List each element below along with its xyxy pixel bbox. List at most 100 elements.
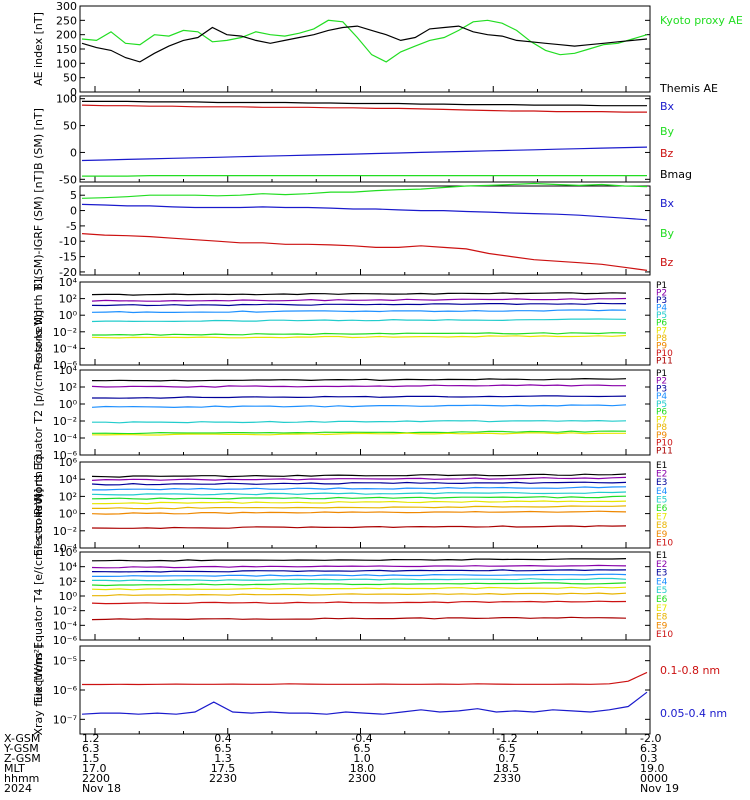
panel-e_north: 10⁶ 10⁴ 10² 10⁰ 10⁻² 10⁻⁴ Electrons North T3 E1… (32, 454, 673, 556)
orbit-row-label: 2024 (4, 782, 32, 795)
y-tick-label: 10⁻⁶ (53, 359, 78, 372)
y-tick-label: 10⁴ (59, 276, 78, 289)
series-P1 (91, 377, 627, 382)
legend-E9: E9 (656, 530, 668, 540)
y-tick-label: 250 (56, 14, 77, 27)
legend-E5: E5 (656, 495, 667, 505)
y-tick-label: 10⁶ (59, 456, 78, 469)
orbit-value: 2200 (82, 772, 110, 785)
y-tick-label: 10⁴ (59, 561, 78, 574)
orbit-value: 2330 (493, 772, 521, 785)
legend-E4: E4 (656, 577, 668, 587)
orbit-value: 0.4 (214, 732, 232, 745)
y-tick-label: 10⁻⁴ (53, 619, 78, 632)
panel-frame (79, 369, 651, 456)
panel-frame (79, 185, 651, 276)
panel-bsm: -50 0 50 100 B (SM) [nT] Bx By Bz Bmag (32, 93, 692, 187)
orbit-value: 1.2 (82, 732, 100, 745)
series-E5 (92, 577, 627, 582)
y-tick-label: 10⁻⁶ (53, 449, 78, 462)
series-E7 (91, 586, 627, 591)
panel-frame (79, 645, 651, 735)
series-Kyoto proxy AE (81, 19, 648, 63)
orbit-value: 6.3 (640, 742, 658, 755)
y-tick-label: 10⁻⁶ (53, 634, 78, 647)
y-tick-label: 10⁰ (59, 309, 78, 322)
legend-Bz: Bz (660, 147, 674, 160)
y-tick-label: 150 (56, 43, 77, 56)
series-P4 (91, 404, 627, 409)
y-axis-label: B (SM)-IGRF (SM) [nT] (32, 170, 45, 290)
legend-E1: E1 (656, 551, 667, 561)
y-tick-label: 10⁴ (59, 473, 78, 486)
orbit-value: 6.5 (353, 742, 371, 755)
orbit-value: 2230 (209, 772, 237, 785)
series-Themis AE (81, 25, 648, 63)
series-E2 (91, 476, 627, 481)
legend-E7: E7 (656, 513, 667, 523)
series-Bz (81, 104, 647, 113)
legend-P10: P10 (656, 349, 673, 359)
legend-Bx: Bx (660, 100, 675, 113)
legend-E2: E2 (656, 560, 667, 570)
legend-E2: E2 (656, 470, 667, 480)
legend-P6: P6 (656, 319, 667, 329)
series-E9 (91, 510, 627, 515)
y-tick-label: 10² (59, 575, 77, 588)
orbit-value: 2300 (348, 772, 376, 785)
series-E6 (91, 582, 627, 587)
panel-p_eq: 10⁴ 10² 10⁰ 10⁻² 10⁻⁴ 10⁻⁶ Protons Equator T2 … (32, 310, 673, 515)
series-E6 (91, 495, 627, 500)
y-tick-label: -5 (66, 220, 77, 233)
orbit-value: -2.0 (640, 732, 661, 745)
y-tick-label: 200 (56, 29, 77, 42)
orbit-value: 6.5 (214, 742, 232, 755)
y-tick-label: -50 (59, 173, 77, 186)
y-tick-label: 100 (56, 57, 77, 70)
series-Bx (81, 146, 648, 162)
orbit-value: 6.5 (498, 742, 516, 755)
orbit-value: 1.5 (82, 752, 100, 765)
legend-Bmag: Bmag (660, 168, 692, 181)
y-tick-label: 0 (70, 146, 77, 159)
y-tick-label: 10⁻² (53, 605, 77, 618)
series-E7 (91, 500, 627, 505)
legend-P8: P8 (656, 423, 667, 433)
legend-E10: E10 (656, 538, 673, 548)
y-axis-label: B (SM) [nT] (32, 108, 45, 170)
y-tick-label: 10⁻⁷ (53, 713, 77, 726)
series-P3 (91, 302, 627, 307)
legend-By: By (660, 227, 675, 240)
orbit-value: 1.3 (214, 752, 232, 765)
series-P5 (92, 419, 627, 424)
orbit-row-label: MLT (4, 762, 25, 775)
legend-E5: E5 (656, 586, 667, 596)
orbit-table: X-GSMY-GSMZ-GSMMLThhmm20241.26.31.517.02… (3, 732, 679, 795)
series-By (82, 175, 647, 177)
series-E4 (92, 486, 627, 491)
y-axis-label: AE index [nT] (32, 12, 45, 86)
y-tick-label: 300 (56, 0, 77, 13)
legend-E3: E3 (656, 478, 667, 488)
series-0.1-0.8 nm (82, 671, 648, 686)
series-E10 (91, 525, 627, 530)
series-P7 (91, 432, 626, 436)
series-P6 (91, 430, 627, 435)
orbit-value: 0.7 (498, 752, 516, 765)
y-tick-label: 50 (63, 72, 77, 85)
y-tick-label: 100 (56, 93, 77, 106)
legend-P11: P11 (656, 356, 673, 366)
series-P2 (91, 297, 627, 302)
y-axis-label: Electrons Equator T4 [e/(cm²-s-sr-keV)] (32, 489, 45, 704)
series-E3 (91, 481, 627, 486)
orbit-value: 17.0 (82, 762, 107, 775)
series-Bz (81, 233, 648, 271)
orbit-row-label: X-GSM (4, 732, 40, 745)
series-E8 (92, 505, 627, 510)
legend-E1: E1 (656, 461, 667, 471)
legend-P2: P2 (656, 377, 667, 387)
